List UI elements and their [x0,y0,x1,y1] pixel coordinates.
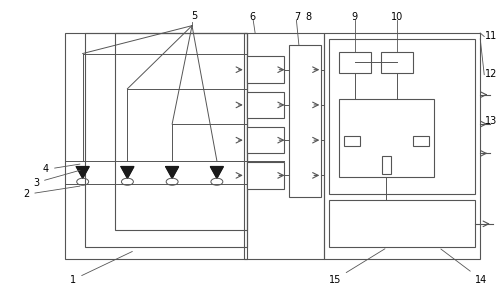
Bar [85,33,246,247]
Bar [339,99,434,177]
Text: 6: 6 [249,12,256,22]
Text: 1: 1 [70,251,132,285]
Polygon shape [210,167,223,178]
Text: 5: 5 [191,11,197,21]
Bar [289,45,321,197]
Polygon shape [76,167,89,178]
Bar [339,52,371,73]
Polygon shape [166,167,178,178]
Bar [246,127,284,153]
Text: 10: 10 [391,12,403,22]
Bar [244,33,324,259]
Text: 8: 8 [305,12,311,22]
Text: 9: 9 [352,12,358,22]
Text: 12: 12 [485,69,497,79]
Bar [381,52,413,73]
Bar [246,56,284,83]
Bar [344,136,360,146]
Text: 13: 13 [485,116,497,126]
Bar [246,92,284,118]
Polygon shape [121,167,134,178]
Bar [382,156,391,174]
Bar [329,39,475,194]
Bar [412,136,429,146]
Text: 2: 2 [23,186,80,199]
Text: 3: 3 [33,170,80,188]
Bar [246,162,284,189]
Bar [324,33,480,259]
Text: 14: 14 [441,249,487,285]
Bar [329,200,475,247]
Bar [115,33,246,230]
Text: 15: 15 [329,249,385,285]
Text: 4: 4 [43,164,80,174]
Bar [65,33,246,259]
Text: 7: 7 [294,12,300,22]
Text: 11: 11 [485,31,497,41]
